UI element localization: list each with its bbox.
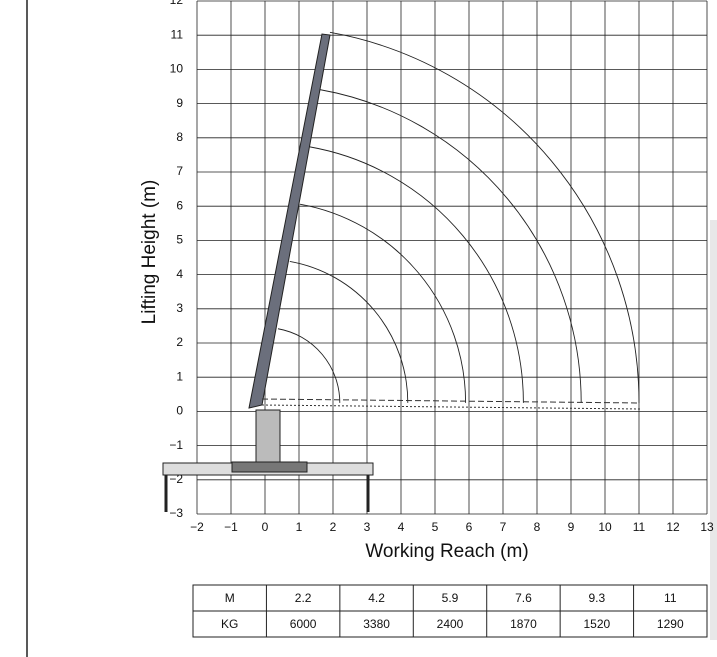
y-axis-label: Lifting Height (m) [139,180,160,325]
x-tick-label: 1 [296,520,303,534]
table: M 2.2 4.2 5.9 7.6 9.3 11 KG 6000 3380 2400 1870 1520… [192,584,708,638]
table-cell: 7.6 [515,591,532,605]
table-cell: 2.2 [295,591,312,605]
y-tick-label: 6 [176,198,183,212]
x-tick-label: −1 [224,520,238,534]
range-arc [309,146,524,403]
y-tick-label: 1 [176,369,183,383]
range-arc [329,31,640,403]
x-tick-label: 2 [330,520,337,534]
x-tick-label: 7 [500,520,507,534]
scroll-edge [710,220,717,640]
table-cell: 6000 [290,617,317,631]
y-tick-label: 10 [170,62,184,76]
y-tick-label: 8 [176,130,183,144]
x-tick-label: 10 [598,520,612,534]
range-arc [289,260,409,403]
table-cell: 1870 [510,617,537,631]
y-tick-label: 7 [176,164,183,178]
boom [248,33,331,409]
x-tick-label: 5 [432,520,439,534]
y-tick-label: 4 [176,267,183,281]
y-tick-label: 2 [176,335,183,349]
x-tick-label: 8 [534,520,541,534]
table-cell: 1520 [584,617,611,631]
table-cell: M [225,591,235,605]
y-tick-label: 0 [176,404,183,418]
table-cell: 4.2 [368,591,385,605]
table-cell: 9.3 [589,591,606,605]
y-tick-label: 9 [176,96,183,110]
table-cell: KG [221,617,238,631]
y-tick-label: 12 [170,0,184,7]
table-cell: 2400 [437,617,464,631]
x-tick-label: 9 [568,520,575,534]
range-arc [319,89,582,403]
x-tick-label: 6 [466,520,473,534]
y-tick-label: −3 [169,506,183,520]
x-tick-label: 12 [666,520,680,534]
y-tick-label: 5 [176,233,183,247]
y-tick-label: 3 [176,301,183,315]
x-tick-label: 0 [262,520,269,534]
table-cell: 5.9 [442,591,459,605]
y-tick-label: −1 [169,438,183,452]
table-cell: 11 [664,591,677,605]
x-tick-label: 3 [364,520,371,534]
x-tick-label: 4 [398,520,405,534]
crane-drawing [162,33,641,512]
table-cell: 3380 [363,617,390,631]
x-axis-label: Working Reach (m) [365,541,528,562]
boom-horizontal [261,404,641,410]
x-tick-label: −2 [190,520,204,534]
x-tick-label: 13 [700,520,714,534]
range-arc [277,328,341,403]
boom-horizontal [261,398,641,404]
column [255,409,281,463]
range-arc [299,203,467,403]
y-tick-label: 11 [171,27,184,41]
x-tick-label: 11 [633,520,646,534]
base [231,461,308,473]
table-cell: 1290 [657,617,684,631]
